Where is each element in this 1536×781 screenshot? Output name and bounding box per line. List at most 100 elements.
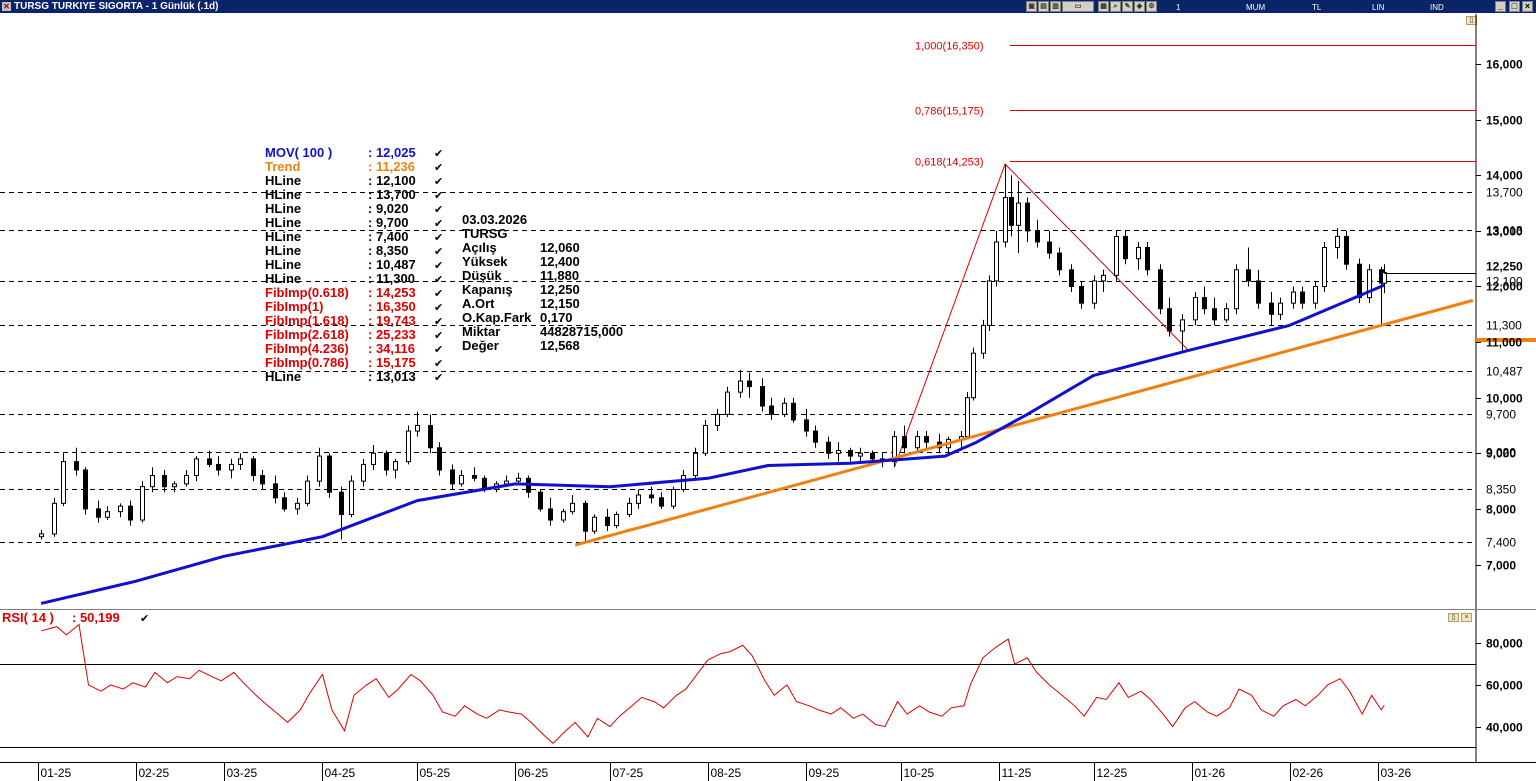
x-tick-label: 09-25 xyxy=(809,766,840,780)
legend-check-icon: ✔ xyxy=(434,316,443,328)
legend-check-icon: ✔ xyxy=(434,260,443,272)
legend-name: FibImp(0.618) xyxy=(265,285,349,300)
candle-body xyxy=(317,455,322,482)
y-tick-label: 10,000 xyxy=(1486,392,1523,406)
x-tick-label: 04-25 xyxy=(325,766,356,780)
candle-body xyxy=(415,424,420,432)
legend-check-icon: ✔ xyxy=(434,330,443,342)
print-icon[interactable]: ▥ xyxy=(1050,1,1061,12)
candle-body xyxy=(570,502,575,513)
candle-body xyxy=(636,494,641,504)
legend-check-icon: ✔ xyxy=(434,372,443,384)
settings-icon[interactable]: ⚙ xyxy=(1146,1,1157,12)
candle-body xyxy=(1101,274,1106,282)
copy-icon[interactable]: ▤ xyxy=(1038,1,1049,12)
fib-pattern-line xyxy=(893,163,1189,468)
legend-value: : 9,020 xyxy=(368,201,408,216)
candle-body xyxy=(96,508,101,518)
y-tick-label: 13,000 xyxy=(1486,225,1523,239)
grid-icon[interactable]: ▦ xyxy=(1098,1,1109,12)
candle-body xyxy=(1016,202,1021,226)
maximize-icon[interactable]: □ xyxy=(1509,1,1520,12)
trend-line xyxy=(574,298,1474,547)
info-date: 03.03.2026 xyxy=(462,212,527,227)
rsi-y-tick-label: 40,000 xyxy=(1486,721,1523,735)
candle-body xyxy=(1322,247,1327,287)
trend-axis-marker xyxy=(1476,338,1536,342)
info-label: A.Ort xyxy=(462,296,495,311)
hline-label: 11,300 xyxy=(1486,319,1522,333)
mov-100-line xyxy=(40,283,1385,605)
period-select-icon[interactable]: ▭ xyxy=(1062,1,1094,12)
candle-body xyxy=(1278,302,1283,315)
chart-type-label[interactable]: MUM xyxy=(1246,3,1266,12)
minimize-icon[interactable]: _ xyxy=(1495,1,1506,12)
candle-body xyxy=(870,452,875,460)
candle-body xyxy=(105,511,110,518)
x-tick-label: 07-25 xyxy=(613,766,644,780)
hline-label: 9,020 xyxy=(1486,446,1516,460)
candle-body xyxy=(384,452,389,471)
candle-body xyxy=(371,452,376,465)
legend-value: : 9,700 xyxy=(368,215,408,230)
period-label[interactable]: 1 Günlük xyxy=(1176,3,1202,25)
candle-body xyxy=(428,424,433,449)
y-tick-label: 8,000 xyxy=(1486,503,1516,517)
indicator-icon[interactable]: ◆ xyxy=(1134,1,1145,12)
candle-body xyxy=(1158,269,1163,310)
indicator-label[interactable]: IND xyxy=(1430,3,1444,12)
candle-body xyxy=(260,475,265,485)
candle-body xyxy=(207,458,212,465)
x-tick-label: 05-25 xyxy=(420,766,451,780)
legend-value: : 12,025 xyxy=(368,145,416,160)
hline-label: 13,013 xyxy=(1486,224,1523,238)
candle-body xyxy=(1367,269,1372,299)
info-value: 12,250 xyxy=(540,282,580,297)
legend-name: FibImp(2.618) xyxy=(265,327,349,342)
candle-body xyxy=(437,447,442,471)
candle-body xyxy=(349,480,354,515)
scale-label[interactable]: LIN xyxy=(1372,3,1385,12)
candle-body xyxy=(516,477,521,482)
rsi-panel-minimize-icon[interactable]: ▯ xyxy=(1448,613,1459,622)
candle-body xyxy=(361,463,366,482)
candle-body xyxy=(681,475,686,490)
title-bar: ✕ TURSG TURKIYE SIGORTA - 1 Günlük (.1d)… xyxy=(0,0,1536,25)
draw-icon[interactable]: ✎ xyxy=(1122,1,1133,12)
candle-body xyxy=(140,486,145,521)
candle-body xyxy=(627,502,632,515)
legend-check-icon: ✔ xyxy=(434,218,443,230)
legend-check-icon: ✔ xyxy=(434,232,443,244)
legend-name: HLine xyxy=(265,271,301,286)
rsi-panel-close-icon[interactable]: × xyxy=(1461,613,1472,622)
legend-name: HLine xyxy=(265,187,301,202)
legend-name: HLine xyxy=(265,215,301,230)
legend-value: : 11,300 xyxy=(368,271,415,286)
y-tick-label: 15,000 xyxy=(1486,114,1523,128)
window-title: TURSG TURKIYE SIGORTA - 1 Günlük (.1d) xyxy=(14,1,219,12)
close-icon[interactable]: × xyxy=(1522,1,1533,12)
info-label: Düşük xyxy=(462,268,503,283)
info-label: Açılış xyxy=(462,240,497,255)
legend-value: : 13,013 xyxy=(368,369,416,384)
candle-body xyxy=(1114,235,1119,276)
lock-icon[interactable]: ▣ xyxy=(1026,1,1037,12)
legend-value: : 19,743 xyxy=(368,313,416,328)
legend-check-icon: ✔ xyxy=(434,358,443,370)
hline-label-box xyxy=(1477,444,1536,461)
candle-body xyxy=(1035,230,1040,243)
legend-value: : 8,350 xyxy=(368,243,408,258)
currency-label[interactable]: TL xyxy=(1312,3,1322,12)
candle-body xyxy=(804,419,809,432)
legend-value: : 34,116 xyxy=(368,341,415,356)
legend-name: HLine xyxy=(265,201,301,216)
candle-body xyxy=(459,475,464,485)
candle-body xyxy=(1069,269,1074,287)
candle-body xyxy=(1269,302,1274,315)
info-label: Değer xyxy=(462,338,499,353)
candle-body xyxy=(715,413,720,426)
candle-body xyxy=(703,424,708,454)
candle-body xyxy=(52,502,57,535)
zoom-icon[interactable]: ⌕ xyxy=(1110,1,1121,12)
